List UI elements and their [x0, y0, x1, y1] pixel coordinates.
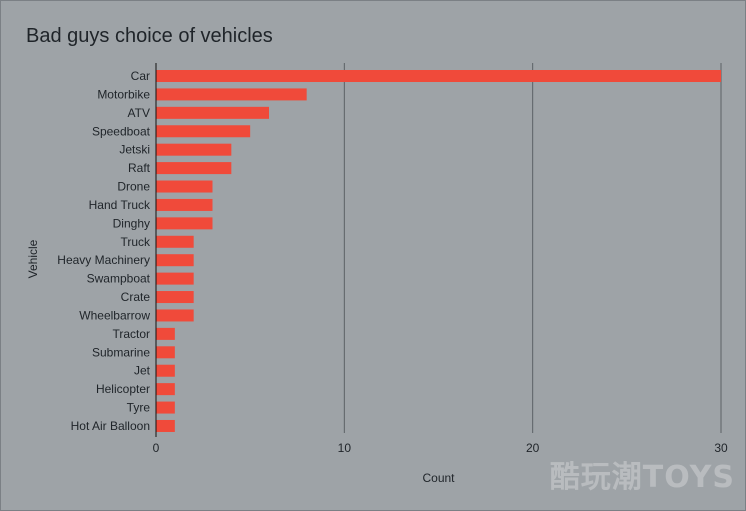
bar — [156, 70, 721, 82]
category-label: Jetski — [119, 143, 150, 157]
category-label: Swampboat — [87, 272, 151, 286]
x-tick-labels: 0 10 20 30 — [153, 441, 728, 455]
bar — [156, 125, 251, 138]
bar — [156, 346, 175, 359]
category-label: Heavy Machinery — [57, 253, 150, 267]
category-labels: Car Motorbike ATV Speedboat Jetski Raft Drone H… — [57, 69, 151, 433]
category-label: Wheelbarrow — [79, 308, 150, 322]
bar — [156, 401, 175, 414]
category-label: ATV — [128, 106, 150, 120]
grid-lines — [343, 63, 722, 433]
category-label: Submarine — [92, 345, 150, 359]
bar — [156, 106, 269, 119]
bar — [156, 327, 175, 340]
x-tick-label: 0 — [153, 441, 160, 455]
category-label: Helicopter — [96, 382, 150, 396]
x-tick-label: 10 — [338, 441, 352, 455]
bar — [156, 235, 194, 248]
category-label: Hand Truck — [89, 198, 151, 212]
category-label: Hot Air Balloon — [71, 419, 150, 433]
bar — [156, 272, 194, 285]
category-label: Truck — [120, 235, 151, 249]
bar — [156, 180, 213, 193]
bars — [156, 70, 721, 432]
category-label: Raft — [128, 161, 151, 175]
bar — [156, 364, 175, 377]
category-label: Drone — [117, 180, 150, 194]
bar — [156, 88, 307, 101]
category-label: Crate — [121, 290, 151, 304]
category-label: Jet — [134, 364, 151, 378]
category-label: Car — [131, 69, 150, 83]
category-label: Dinghy — [113, 216, 150, 230]
bar — [156, 143, 232, 156]
y-axis-title: Vehicle — [26, 239, 40, 278]
x-tick-label: 20 — [526, 441, 540, 455]
bar — [156, 162, 232, 175]
x-tick-label: 30 — [714, 441, 728, 455]
bar — [156, 198, 213, 211]
bar — [156, 291, 194, 304]
bar — [156, 419, 175, 432]
bar — [156, 217, 213, 230]
x-axis-title: Count — [422, 471, 455, 485]
category-label: Tractor — [112, 327, 150, 341]
category-label: Motorbike — [97, 87, 150, 101]
bar — [156, 309, 194, 322]
chart-title: Bad guys choice of vehicles — [26, 25, 273, 47]
bar — [156, 254, 194, 267]
category-label: Tyre — [127, 401, 151, 415]
bar — [156, 383, 175, 396]
category-label: Speedboat — [92, 124, 151, 138]
